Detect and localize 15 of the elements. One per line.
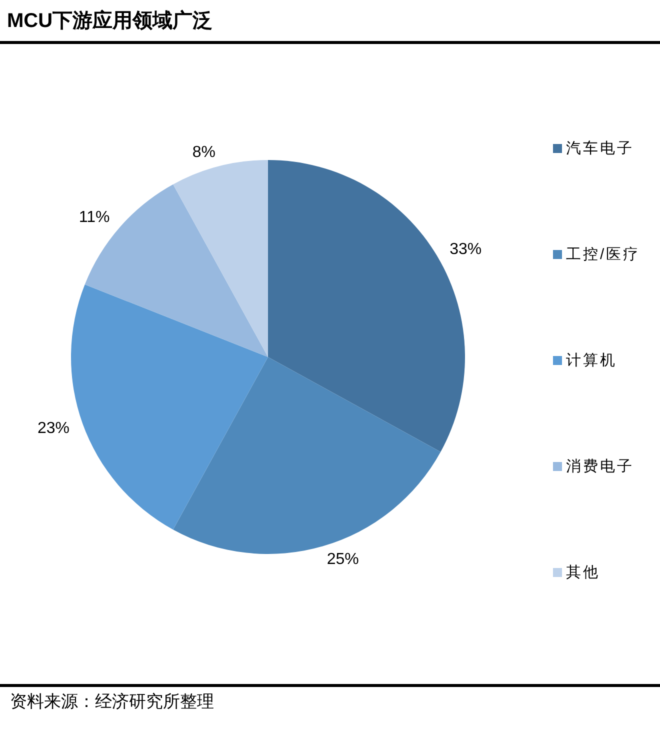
text: 资料来源：经济研究所整理 <box>9 691 215 713</box>
legend-label: 计算机 <box>566 350 617 370</box>
data-label: 33% <box>450 241 482 258</box>
data-label: 11% <box>78 208 110 226</box>
legend-label: 汽车电子 <box>566 138 634 158</box>
pie-slice <box>173 160 268 357</box>
data-label: 8% <box>192 144 216 162</box>
data-label: 25% <box>326 551 359 568</box>
legend-label: 消费电子 <box>566 456 634 476</box>
legend-label: 其他 <box>566 562 600 582</box>
pie-slice <box>71 284 268 530</box>
data-label: 23% <box>37 420 70 437</box>
chart-title: MCU下游应用领域广泛 <box>7 8 213 34</box>
legend-label: 工控/医疗 <box>566 244 640 264</box>
pie-slice <box>173 357 441 554</box>
